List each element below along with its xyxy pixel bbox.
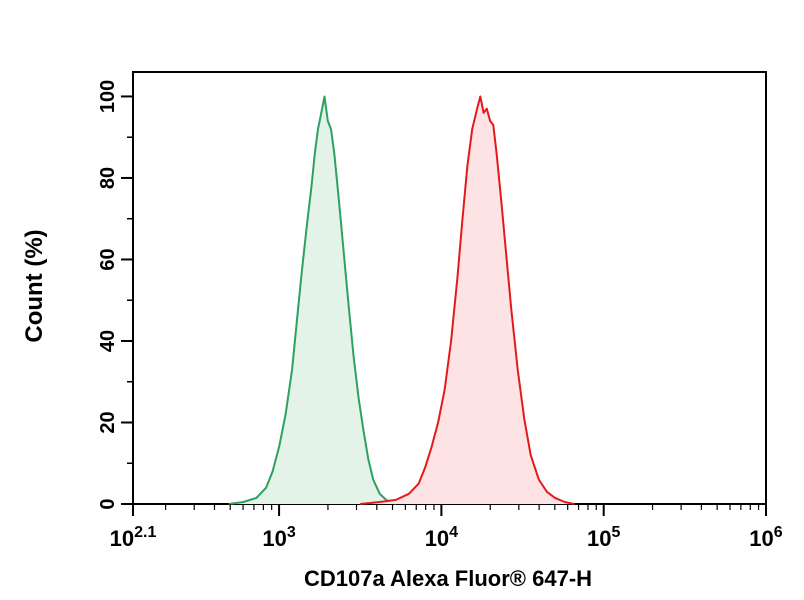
series-1-area <box>228 96 396 504</box>
series-2-area <box>360 96 575 504</box>
x-axis: 102.1 103 104 105 106 <box>110 504 783 551</box>
y-tick-label: 40 <box>97 330 119 352</box>
x-tick-label: 102.1 <box>110 524 157 551</box>
x-tick-label: 105 <box>587 524 620 551</box>
x-axis-title: CD107a Alexa Fluor® 647-H <box>304 566 592 591</box>
y-tick-label: 80 <box>97 167 119 189</box>
y-tick-label: 0 <box>97 498 119 509</box>
y-axis-title: Count (%) <box>21 229 48 342</box>
y-tick-label: 60 <box>97 248 119 270</box>
x-tick-label: 103 <box>262 524 295 551</box>
series-1-line <box>228 95 397 505</box>
x-tick-label: 106 <box>749 524 782 551</box>
y-tick-label: 20 <box>97 411 119 433</box>
series-2-line <box>360 95 575 505</box>
series-layer <box>228 95 575 505</box>
x-tick-label: 104 <box>425 524 458 551</box>
y-axis: 0 20 40 60 80 100 <box>97 80 133 510</box>
y-tick-label: 100 <box>97 80 119 113</box>
